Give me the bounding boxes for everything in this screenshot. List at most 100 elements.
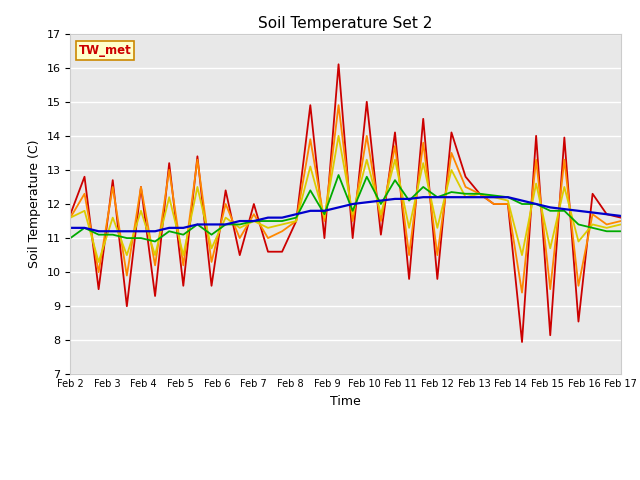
SoilT2_04: [547, 286, 554, 292]
SoilT2_08: [321, 215, 328, 220]
SoilT2_02: [490, 201, 498, 207]
SoilT2_08: [165, 194, 173, 200]
SoilT2_08: [307, 164, 314, 169]
SoilT2_32: [419, 194, 427, 200]
SoilT2_32: [547, 204, 554, 210]
SoilT2_02: [264, 249, 272, 254]
SoilT2_02: [405, 276, 413, 282]
SoilT2_16: [335, 172, 342, 178]
SoilT2_08: [490, 194, 498, 200]
SoilT2_02: [561, 135, 568, 141]
SoilT2_16: [278, 218, 286, 224]
SoilT2_08: [377, 211, 385, 217]
SoilT2_08: [335, 133, 342, 139]
SoilT2_16: [518, 201, 526, 207]
SoilT2_16: [589, 225, 596, 231]
Line: SoilT2_16: SoilT2_16: [70, 175, 621, 241]
SoilT2_02: [151, 293, 159, 299]
SoilT2_32: [193, 222, 201, 228]
Y-axis label: Soil Temperature (C): Soil Temperature (C): [28, 140, 41, 268]
SoilT2_04: [236, 235, 244, 241]
SoilT2_32: [433, 194, 441, 200]
SoilT2_32: [617, 213, 625, 219]
SoilT2_08: [278, 222, 286, 228]
SoilT2_02: [447, 130, 455, 135]
SoilT2_16: [447, 189, 455, 195]
SoilT2_02: [278, 249, 286, 254]
SoilT2_16: [67, 235, 74, 241]
SoilT2_32: [236, 218, 244, 224]
SoilT2_32: [137, 228, 145, 234]
SoilT2_04: [532, 157, 540, 163]
SoilT2_08: [179, 252, 187, 258]
SoilT2_02: [419, 116, 427, 121]
SoilT2_32: [532, 201, 540, 207]
SoilT2_02: [81, 174, 88, 180]
SoilT2_16: [307, 188, 314, 193]
SoilT2_04: [349, 218, 356, 224]
SoilT2_02: [476, 191, 483, 197]
SoilT2_08: [419, 160, 427, 166]
SoilT2_02: [433, 276, 441, 282]
SoilT2_16: [81, 225, 88, 231]
SoilT2_08: [193, 184, 201, 190]
SoilT2_32: [504, 194, 512, 200]
SoilT2_02: [292, 218, 300, 224]
SoilT2_32: [264, 215, 272, 220]
SoilT2_16: [377, 201, 385, 207]
SoilT2_08: [95, 259, 102, 265]
SoilT2_32: [561, 206, 568, 212]
SoilT2_16: [349, 208, 356, 214]
Line: SoilT2_32: SoilT2_32: [70, 197, 621, 231]
SoilT2_04: [109, 184, 116, 190]
SoilT2_16: [419, 184, 427, 190]
SoilT2_16: [391, 177, 399, 183]
SoilT2_32: [391, 196, 399, 202]
SoilT2_08: [81, 208, 88, 214]
SoilT2_04: [222, 201, 230, 207]
SoilT2_08: [603, 225, 611, 231]
Line: SoilT2_02: SoilT2_02: [70, 64, 621, 342]
SoilT2_32: [179, 225, 187, 231]
SoilT2_08: [137, 208, 145, 214]
SoilT2_02: [547, 332, 554, 338]
SoilT2_32: [307, 208, 314, 214]
SoilT2_04: [391, 143, 399, 149]
SoilT2_04: [81, 191, 88, 197]
SoilT2_08: [405, 225, 413, 231]
SoilT2_02: [165, 160, 173, 166]
SoilT2_32: [151, 228, 159, 234]
SoilT2_04: [264, 235, 272, 241]
SoilT2_04: [589, 211, 596, 217]
SoilT2_32: [292, 211, 300, 217]
SoilT2_32: [123, 228, 131, 234]
SoilT2_02: [349, 235, 356, 241]
SoilT2_08: [292, 218, 300, 224]
SoilT2_08: [109, 215, 116, 220]
SoilT2_04: [504, 201, 512, 207]
SoilT2_32: [490, 194, 498, 200]
SoilT2_08: [561, 184, 568, 190]
SoilT2_32: [321, 208, 328, 214]
SoilT2_16: [363, 174, 371, 180]
SoilT2_08: [349, 211, 356, 217]
SoilT2_16: [603, 228, 611, 234]
SoilT2_16: [193, 222, 201, 228]
SoilT2_16: [617, 228, 625, 234]
SoilT2_08: [433, 225, 441, 231]
SoilT2_32: [377, 198, 385, 204]
SoilT2_16: [490, 192, 498, 198]
Line: SoilT2_04: SoilT2_04: [70, 105, 621, 293]
SoilT2_32: [67, 225, 74, 231]
SoilT2_04: [307, 136, 314, 142]
SoilT2_08: [476, 191, 483, 197]
SoilT2_32: [95, 228, 102, 234]
SoilT2_02: [307, 102, 314, 108]
SoilT2_02: [532, 133, 540, 139]
SoilT2_02: [250, 201, 258, 207]
SoilT2_16: [137, 235, 145, 241]
SoilT2_32: [81, 225, 88, 231]
SoilT2_32: [589, 210, 596, 216]
SoilT2_16: [433, 194, 441, 200]
SoilT2_04: [518, 290, 526, 296]
